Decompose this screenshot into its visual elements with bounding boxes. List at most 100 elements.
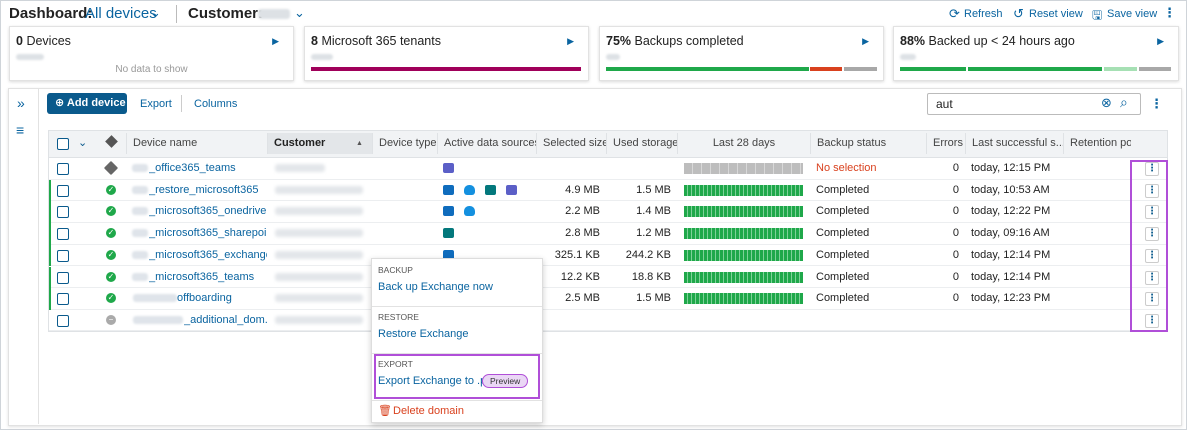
menu-divider	[372, 306, 542, 307]
row-actions-button[interactable]: ⋮	[1145, 313, 1159, 328]
filter-button[interactable]: ≡	[16, 122, 25, 138]
device-name-link[interactable]: _restore_microsoft365	[149, 183, 259, 196]
device-name-link[interactable]: _office365_teams	[149, 162, 236, 174]
search-button[interactable]: ⌕	[1120, 94, 1128, 110]
header-checkbox[interactable]	[57, 138, 69, 150]
search-box[interactable]: aut ⊗ ⌕	[927, 93, 1141, 115]
blurred-customer	[275, 229, 363, 238]
column-header[interactable]: Used storage	[606, 133, 677, 154]
status-icon: ✓	[106, 271, 116, 282]
card[interactable]: 8 Microsoft 365 tenants ▶	[304, 26, 589, 81]
menu-divider	[372, 353, 542, 354]
column-header[interactable]: Selected size	[536, 133, 606, 154]
reset-view-button[interactable]: Reset view	[1029, 8, 1083, 20]
column-header[interactable]: Last 28 days	[677, 133, 810, 154]
last-successful: today, 12:14 PM	[971, 248, 1051, 261]
trash-icon: 🗑	[378, 405, 392, 417]
selected-size: 325.1 KB	[554, 248, 600, 261]
device-name-link[interactable]: _microsoft365_exchange	[149, 248, 267, 261]
errors: 0	[952, 227, 959, 240]
column-header[interactable]: Retention poli	[1063, 133, 1131, 154]
device-name-link[interactable]: _microsoft365_onedrive	[149, 205, 267, 218]
sort-arrow: ▲	[356, 140, 363, 147]
row-actions-button[interactable]: ⋮	[1145, 162, 1159, 176]
column-header[interactable]: Device type	[372, 133, 437, 154]
blurred	[900, 54, 916, 60]
errors: 0	[952, 183, 959, 196]
menu-item[interactable]: Back up Exchange now	[378, 281, 493, 293]
blurred-customer[interactable]	[258, 9, 290, 19]
row-checkbox[interactable]	[57, 249, 69, 262]
card[interactable]: 75% Backups completed ▶	[599, 26, 884, 81]
status-icon: −	[106, 314, 116, 325]
card-title: Backups completed	[634, 34, 744, 48]
column-header[interactable]: Backup status	[810, 133, 926, 154]
refresh-button[interactable]: Refresh	[964, 8, 1003, 20]
selected-size: 12.2 KB	[560, 270, 600, 283]
progress-bar	[311, 67, 581, 71]
column-header[interactable]: Device name	[126, 133, 267, 154]
row-checkbox[interactable]	[57, 206, 69, 219]
separator	[38, 89, 39, 424]
progress-bar	[606, 67, 809, 71]
column-header[interactable]: Customer	[267, 133, 372, 154]
context-menu: BACKUP Back up Exchange now RESTORE Restore…	[371, 258, 543, 423]
card[interactable]: 88% Backed up < 24 hours ago ▶	[893, 26, 1179, 81]
used-storage: 244.2 KB	[625, 248, 671, 261]
card-count: 0	[16, 34, 23, 48]
add-device-button[interactable]: ⊕ Add device	[47, 93, 127, 114]
last-successful: today, 09:16 AM	[971, 227, 1050, 240]
more-button[interactable]: ⋮	[1163, 5, 1176, 20]
menu-heading: RESTORE	[378, 312, 419, 322]
device-name-link[interactable]: offboarding	[177, 292, 232, 305]
status-icon: ✓	[106, 249, 116, 260]
row-checkbox[interactable]	[57, 293, 69, 306]
export-button[interactable]: Export	[140, 98, 172, 110]
row-checkbox[interactable]	[57, 314, 69, 327]
last-successful: today, 12:23 PM	[971, 292, 1051, 305]
expand-button[interactable]: »	[17, 95, 25, 111]
column-header[interactable]: Errors	[926, 133, 965, 154]
row	[49, 308, 1167, 310]
blurred-customer	[275, 294, 363, 303]
columns-button[interactable]: Columns	[194, 98, 238, 110]
device-name-link[interactable]: _microsoft365_sharepoint	[149, 227, 267, 240]
clear-button[interactable]: ⊗	[1101, 95, 1112, 110]
backup-status: Completed	[816, 270, 870, 283]
header-dropdown[interactable]: ⌄	[78, 137, 88, 149]
row-actions-button[interactable]: ⋮	[1145, 292, 1159, 307]
delete-domain[interactable]: Delete domain	[393, 405, 464, 417]
blurred-name	[132, 250, 148, 259]
dashboard-select[interactable]: All devices	[85, 5, 157, 22]
row-checkbox[interactable]	[57, 228, 69, 241]
save-view-button[interactable]: Save view	[1107, 8, 1158, 20]
device-name-link[interactable]: _microsoft365_teams	[149, 270, 255, 283]
row-checkbox[interactable]	[57, 271, 69, 284]
device-name-link[interactable]: _additional_dom...	[184, 313, 267, 326]
row-checkbox[interactable]	[57, 163, 69, 175]
row-actions-button[interactable]: ⋮	[1145, 248, 1159, 263]
highlight-box	[1130, 160, 1168, 332]
row-actions-button[interactable]: ⋮	[1145, 227, 1159, 242]
card[interactable]: 0 Devices ▶ No data to show	[9, 26, 294, 81]
selected-size: 4.9 MB	[565, 183, 600, 196]
row-actions-button[interactable]: ⋮	[1145, 183, 1159, 198]
row-checkbox[interactable]	[57, 184, 69, 197]
backup-status: No selection	[816, 162, 877, 174]
card-title: Backed up < 24 hours ago	[928, 34, 1075, 48]
progress-bar	[900, 67, 966, 71]
save-icon: 🖫	[1092, 8, 1103, 22]
column-header[interactable]: Last successful s...	[965, 133, 1063, 154]
more-button[interactable]: ⋮	[1150, 96, 1163, 111]
menu-item[interactable]: Export Exchange to .pst	[378, 375, 495, 387]
row-actions-button[interactable]: ⋮	[1145, 270, 1159, 285]
column-header[interactable]: Active data sources	[437, 133, 536, 154]
history-bar	[684, 228, 803, 240]
menu-item[interactable]: Restore Exchange	[378, 328, 469, 340]
blurred	[606, 54, 620, 60]
main-panel	[8, 88, 1182, 426]
row-actions-button[interactable]: ⋮	[1145, 205, 1159, 220]
row	[49, 265, 1167, 267]
history-bar	[684, 293, 803, 305]
arrow: ▶	[272, 36, 279, 46]
